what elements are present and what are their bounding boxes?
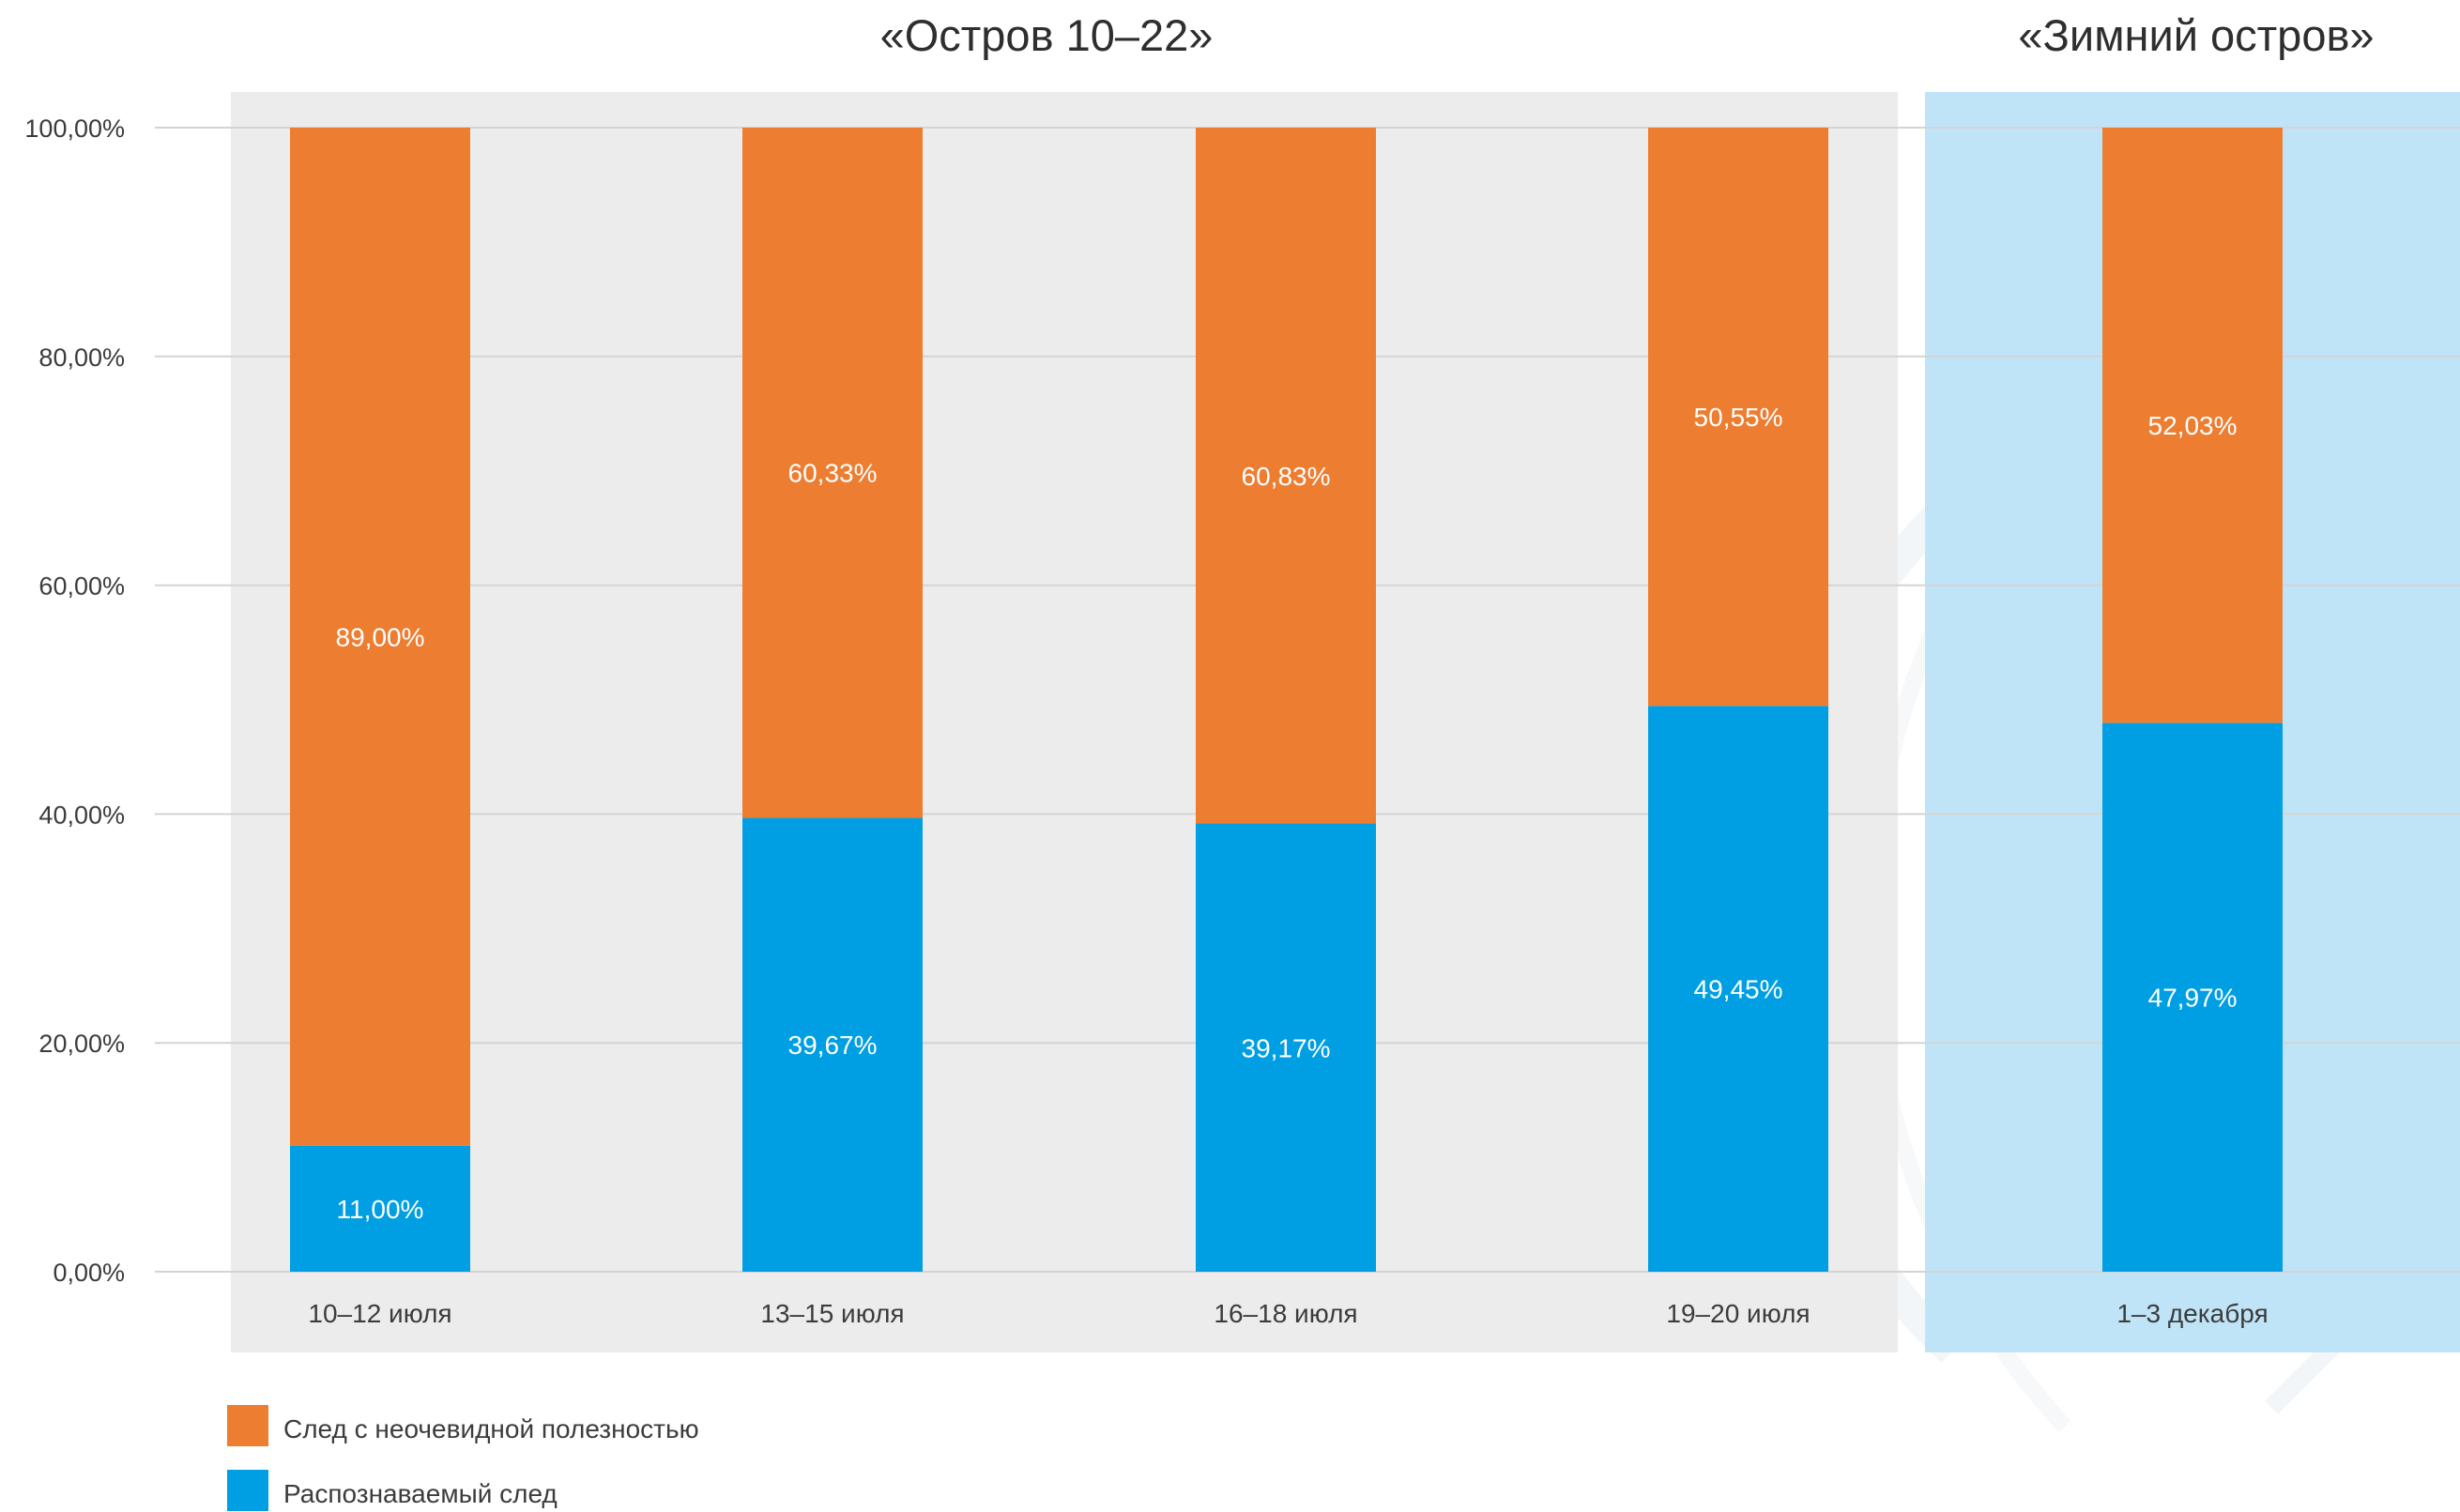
bars: 11,00% 89,00% 39,67% 60,33% 39,17% 60,83% 49,4…: [290, 128, 2283, 1272]
data-label: 60,33%: [788, 459, 878, 488]
y-tick-label: 80,00%: [38, 344, 125, 372]
data-label: 52,03%: [2148, 411, 2238, 440]
bar-segment: [1196, 823, 1376, 1272]
legend-swatch-blue: [227, 1470, 268, 1511]
x-tick-label: 16–18 июля: [1214, 1299, 1357, 1328]
legend-swatch-orange: [227, 1405, 268, 1446]
x-tick-label: 19–20 июля: [1666, 1299, 1810, 1328]
data-label: 39,17%: [1242, 1033, 1331, 1062]
y-tick-label: 100,00%: [24, 115, 125, 143]
legend-label-orange: След с неочевидной полезностью: [283, 1414, 699, 1443]
y-tick-label: 20,00%: [38, 1030, 125, 1058]
y-tick-label: 0,00%: [53, 1259, 125, 1287]
x-tick-label: 10–12 июля: [308, 1299, 451, 1328]
bar-segment: [1648, 706, 1828, 1272]
legend-label-blue: Распознаваемый след: [283, 1479, 558, 1508]
bar-segment: [742, 128, 923, 818]
bar-segment: [742, 817, 923, 1272]
group-title-zimniy: «Зимний остров»: [2018, 10, 2374, 60]
bar-segment: [290, 128, 470, 1146]
data-label: 11,00%: [337, 1195, 424, 1224]
legend: След с неочевидной полезностью Распознав…: [227, 1405, 699, 1511]
bar-segment: [290, 1145, 470, 1272]
x-tick-label: 13–15 июля: [760, 1299, 904, 1328]
bar-segment: [2102, 128, 2283, 724]
data-label: 50,55%: [1694, 403, 1783, 432]
data-label: 89,00%: [336, 622, 425, 651]
y-tick-label: 60,00%: [38, 573, 125, 601]
data-label: 47,97%: [2148, 984, 2238, 1013]
bar-segment: [1196, 128, 1376, 824]
bar-segment: [1648, 128, 1828, 707]
data-label: 60,83%: [1242, 462, 1331, 491]
x-tick-label: 1–3 декабря: [2116, 1299, 2268, 1328]
group-title-ostrov: «Остров 10–22»: [880, 10, 1214, 60]
y-tick-label: 40,00%: [38, 801, 125, 829]
x-axis: 10–12 июля 13–15 июля 16–18 июля 19–20 июля…: [308, 1299, 2268, 1328]
bar-segment: [2102, 723, 2283, 1272]
y-axis: 0,00% 20,00% 40,00% 60,00% 80,00% 100,00%: [24, 115, 125, 1287]
data-label: 39,67%: [788, 1031, 878, 1060]
group-background-0: [231, 92, 1898, 1352]
data-label: 49,45%: [1694, 975, 1783, 1004]
